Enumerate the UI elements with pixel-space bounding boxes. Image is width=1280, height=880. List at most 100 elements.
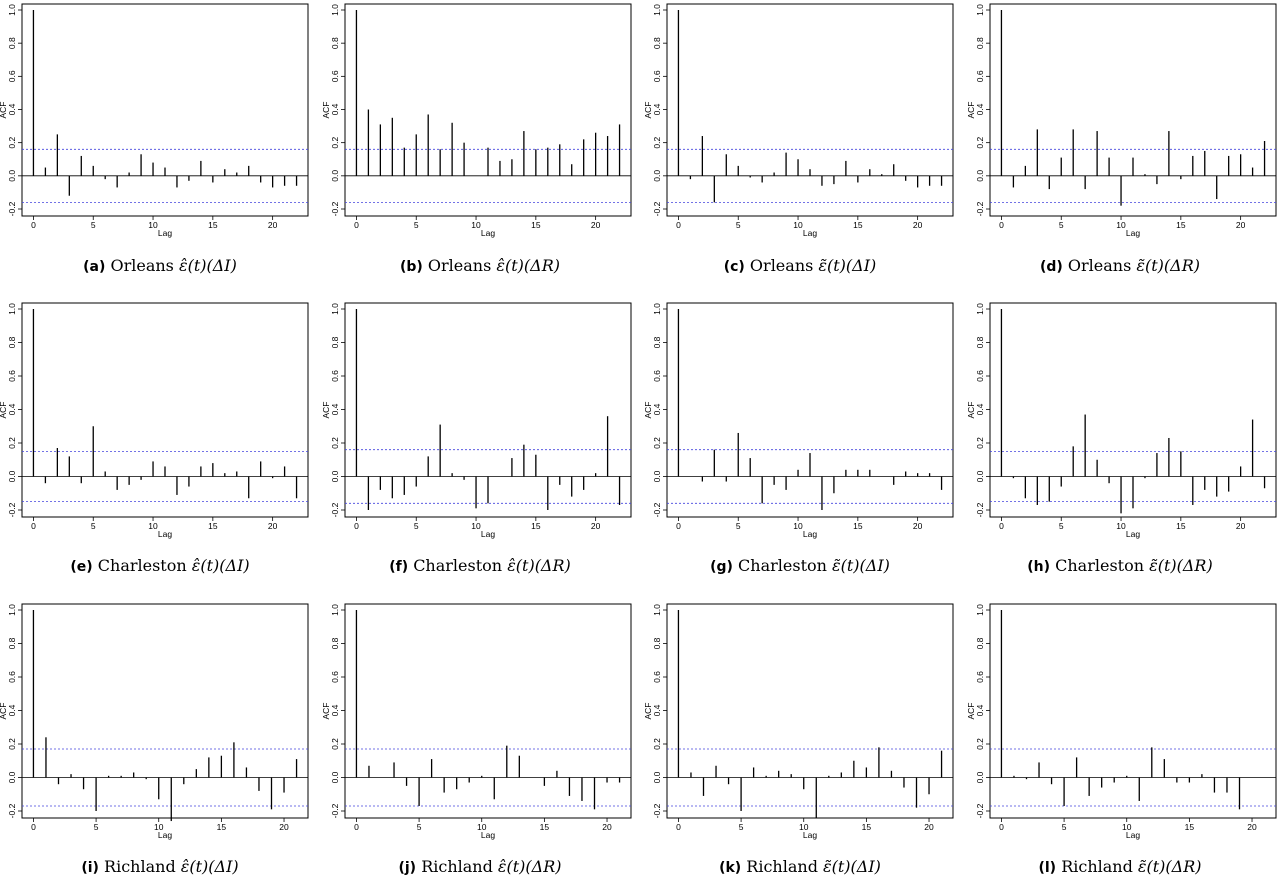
y-tick-label: 0.2 [330, 738, 340, 750]
y-tick-label: 0.0 [652, 771, 662, 783]
plot-frame [989, 302, 1277, 518]
y-tick-label: 0.2 [652, 136, 662, 148]
caption-county: Charleston [738, 556, 827, 575]
x-tick-label: 10 [148, 521, 158, 531]
y-tick-label: 0.8 [652, 336, 662, 348]
x-tick-label: 0 [676, 220, 681, 230]
caption-letter: (d) [1039, 259, 1063, 275]
y-axis-label: ACF [966, 402, 976, 419]
caption-math: ε̂(t)(ΔI) [178, 256, 237, 275]
caption-i: (i) Richland ε̂(t)(ΔI) [0, 857, 320, 876]
x-axis-label: Lag [1126, 830, 1140, 840]
x-tick-label: 5 [414, 521, 419, 531]
x-tick-label: 0 [999, 822, 1004, 832]
caption-letter: (b) [399, 259, 423, 275]
x-tick-label: 5 [1059, 521, 1064, 531]
caption-county: Orleans [1067, 256, 1132, 275]
y-tick-label: 0.4 [975, 403, 985, 415]
y-tick-label: 0.6 [975, 671, 985, 683]
caption-letter: (i) [81, 860, 99, 876]
y-tick-label: 0.2 [652, 738, 662, 750]
y-tick-label: 0.8 [975, 37, 985, 49]
x-tick-label: 20 [268, 220, 278, 230]
x-tick-label: 20 [591, 521, 601, 531]
y-tick-label: 0.4 [7, 403, 17, 415]
x-tick-label: 5 [91, 521, 96, 531]
y-axis-label: ACF [321, 102, 331, 119]
y-tick-label: -0.2 [7, 803, 17, 818]
y-tick-label: 0.8 [7, 37, 17, 49]
y-tick-label: 0.8 [652, 37, 662, 49]
caption-math: ε̂(t)(ΔI) [180, 857, 239, 876]
y-tick-label: 0.6 [7, 671, 17, 683]
y-tick-label: -0.2 [975, 201, 985, 216]
caption-letter: (f) [389, 559, 409, 575]
plot-frame [989, 3, 1277, 217]
x-tick-label: 0 [999, 521, 1004, 531]
x-tick-label: 15 [853, 220, 863, 230]
y-tick-label: 0.8 [7, 637, 17, 649]
y-tick-label: 0.0 [7, 470, 17, 482]
x-tick-label: 20 [1247, 822, 1257, 832]
plot-frame [344, 302, 632, 518]
caption-math: ε̂(t)(ΔR) [496, 256, 560, 275]
y-tick-label: 0.4 [975, 704, 985, 716]
caption-k: (k) Richland ε̃(t)(ΔI) [640, 857, 960, 876]
y-axis-label: ACF [0, 102, 8, 119]
x-tick-label: 10 [148, 220, 158, 230]
caption-math: ε̂(t)(ΔR) [507, 556, 571, 575]
x-tick-label: 10 [1116, 220, 1126, 230]
y-tick-label: 0.2 [975, 738, 985, 750]
x-axis-label: Lag [803, 830, 817, 840]
acf-panel-k: 0 5 10 15 20 -0.2 0.0 0.2 0.4 0.6 0.8 1.0 Lag ACF [643, 603, 954, 840]
y-axis-label: ACF [321, 703, 331, 720]
y-tick-label: -0.2 [652, 502, 662, 517]
caption-letter: (a) [83, 259, 106, 275]
y-tick-label: 0.4 [652, 103, 662, 115]
y-tick-label: -0.2 [975, 502, 985, 517]
y-tick-label: 1.0 [330, 4, 340, 16]
y-tick-label: 0.8 [330, 37, 340, 49]
caption-f: (f) Charleston ε̂(t)(ΔR) [320, 556, 640, 575]
x-tick-label: 15 [531, 220, 541, 230]
y-tick-label: 0.0 [330, 771, 340, 783]
y-tick-label: 0.8 [652, 637, 662, 649]
x-tick-label: 10 [793, 220, 803, 230]
y-tick-label: 1.0 [7, 604, 17, 616]
y-tick-label: -0.2 [7, 201, 17, 216]
caption-letter: (g) [710, 559, 733, 575]
x-tick-label: 0 [354, 822, 359, 832]
x-tick-label: 5 [94, 822, 99, 832]
y-axis-label: ACF [0, 402, 8, 419]
y-tick-label: 0.6 [975, 70, 985, 82]
x-axis-label: Lag [481, 529, 495, 539]
y-tick-label: 0.0 [975, 170, 985, 182]
x-tick-label: 15 [1176, 220, 1186, 230]
x-tick-label: 5 [414, 220, 419, 230]
caption-letter: (h) [1027, 559, 1051, 575]
caption-county: Richland [1061, 857, 1133, 876]
y-tick-label: 0.2 [7, 136, 17, 148]
x-tick-label: 15 [540, 822, 550, 832]
caption-letter: (l) [1038, 860, 1057, 876]
y-tick-label: 0.6 [652, 671, 662, 683]
y-tick-label: 0.4 [7, 103, 17, 115]
x-tick-label: 10 [1116, 521, 1126, 531]
y-tick-label: 0.8 [330, 637, 340, 649]
x-axis-label: Lag [1126, 529, 1140, 539]
caption-county: Orleans [110, 256, 174, 275]
x-axis-label: Lag [481, 228, 495, 238]
y-tick-label: 0.0 [330, 470, 340, 482]
x-tick-label: 0 [354, 220, 359, 230]
plot-frame [21, 3, 309, 217]
acf-panel-c: 0 5 10 15 20 -0.2 0.0 0.2 0.4 0.6 0.8 1.0 Lag ACF [643, 3, 954, 238]
x-tick-label: 20 [602, 822, 612, 832]
y-tick-label: 0.0 [975, 470, 985, 482]
caption-county: Charleston [97, 556, 187, 575]
caption-math: ε̃(t)(ΔR) [1149, 556, 1213, 575]
x-tick-label: 20 [279, 822, 289, 832]
acf-panel-l: 0 5 10 15 20 -0.2 0.0 0.2 0.4 0.6 0.8 1.0 Lag ACF [966, 603, 1277, 840]
y-axis-label: ACF [966, 102, 976, 119]
caption-math: ε̃(t)(ΔR) [1136, 256, 1200, 275]
caption-county: Charleston [1055, 556, 1145, 575]
